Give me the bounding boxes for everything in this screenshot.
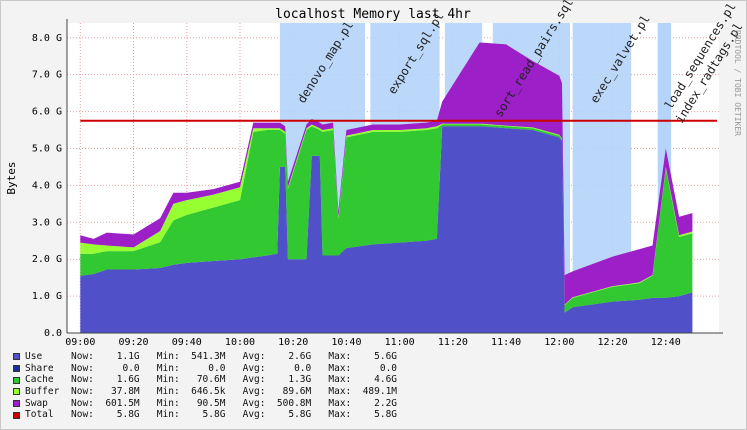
legend-value: Max: 5.6G <box>328 351 398 362</box>
legend-value: Now: 37.8M <box>71 386 157 398</box>
legend-swatch <box>13 376 20 384</box>
y-tick-label: 6.0 G <box>32 107 62 118</box>
legend-value: Max: 2.2G <box>328 397 398 409</box>
legend-row: Cache Now: 1.6G Min: 70.6M Avg: 1.3G Max:… <box>13 374 397 386</box>
legend-label: Buffer <box>25 386 60 398</box>
area-use <box>80 126 693 333</box>
legend-value: Avg: 2.6G <box>242 351 329 362</box>
x-tick-label: 10:40 <box>331 337 361 348</box>
y-tick-label: 4.0 G <box>32 180 62 191</box>
legend-value: Max: 5.8G <box>328 409 398 421</box>
legend-row: Share Now: 0.0 Min: 0.0 Avg: 0.0 Max: 0.0 <box>13 363 397 375</box>
legend-row: Total Now: 5.8G Min: 5.8G Avg: 5.8G Max: … <box>13 409 397 421</box>
legend-value: Max: 0.0 <box>328 362 398 374</box>
legend-value: Max: 4.6G <box>328 374 398 386</box>
area-cache <box>80 124 693 313</box>
legend-value: Now: 1.1G <box>71 351 157 362</box>
y-tick-label: 5.0 G <box>32 143 62 154</box>
legend-value: Min: 90.5M <box>156 397 243 409</box>
x-tick-label: 12:00 <box>544 337 574 348</box>
x-tick-label: 10:00 <box>225 337 255 348</box>
legend-label: Swap <box>25 397 48 409</box>
series-areas <box>80 42 693 333</box>
legend-row: Swap Now: 601.5M Min: 90.5M Avg: 500.8M M… <box>13 398 397 410</box>
x-tick-label: 11:00 <box>385 337 415 348</box>
legend-row: Buffer Now: 37.8M Min: 646.5k Avg: 89.6M … <box>13 386 397 398</box>
x-tick-label: 11:20 <box>438 337 468 348</box>
legend-value: Avg: 500.8M <box>242 397 329 409</box>
legend-value: Now: 0.0 <box>71 362 157 374</box>
y-tick-label: 1.0 G <box>32 291 62 302</box>
legend-value: Now: 5.8G <box>71 409 157 421</box>
legend-swatch <box>13 400 20 408</box>
legend-value: Avg: 89.6M <box>242 386 329 398</box>
legend-value: Avg: 0.0 <box>242 362 329 374</box>
legend-label: Share <box>25 362 54 374</box>
memory-chart: denovo_map.pl export_sql.pl sort_read_pair… <box>5 0 747 348</box>
x-tick-label: 09:00 <box>65 337 95 348</box>
legend-swatch <box>13 388 20 396</box>
y-tick-label: 0.0 <box>44 328 62 339</box>
y-axis-label: Bytes <box>5 161 18 194</box>
watermark: RRDTOOL / TOBI OETIKER <box>733 30 742 136</box>
legend-label: Cache <box>25 374 54 386</box>
legend-value: Min: 541.3M <box>156 351 243 362</box>
y-tick-label: 3.0 G <box>32 217 62 228</box>
x-tick-label: 09:40 <box>172 337 202 348</box>
legend-row: Use Now: 1.1G Min: 541.3M Avg: 2.6G Max: … <box>13 351 397 363</box>
legend-value: Now: 601.5M <box>71 397 157 409</box>
legend-value: Now: 1.6G <box>71 374 157 386</box>
x-tick-label: 09:20 <box>118 337 148 348</box>
legend-value: Min: 70.6M <box>156 374 243 386</box>
legend-value: Avg: 5.8G <box>242 409 329 421</box>
x-tick-label: 12:20 <box>597 337 627 348</box>
legend-swatch <box>13 365 20 373</box>
x-tick-label: 12:40 <box>651 337 681 348</box>
chart-title: localhost Memory last 4hr <box>275 7 471 22</box>
y-tick-label: 8.0 G <box>32 33 62 44</box>
legend-value: Min: 5.8G <box>156 409 243 421</box>
x-tick-label: 11:40 <box>491 337 521 348</box>
legend-value: Min: 646.5k <box>156 386 243 398</box>
x-tick-label: 10:20 <box>278 337 308 348</box>
legend-swatch <box>13 353 20 361</box>
legend-value: Max: 489.1M <box>328 386 398 398</box>
legend-label: Total <box>25 409 54 421</box>
y-tick-label: 7.0 G <box>32 70 62 81</box>
axes: 0.0 1.0 G 2.0 G 3.0 G 4.0 G 5.0 G 6.0 G 7.0 G 8.… <box>32 19 723 348</box>
legend: Use Now: 1.1G Min: 541.3M Avg: 2.6G Max: … <box>13 351 397 421</box>
legend-value: Min: 0.0 <box>156 362 243 374</box>
y-tick-label: 2.0 G <box>32 254 62 265</box>
legend-swatch <box>13 411 20 419</box>
area-swap <box>80 42 693 305</box>
legend-value: Avg: 1.3G <box>242 374 329 386</box>
legend-label: Use <box>25 351 43 362</box>
